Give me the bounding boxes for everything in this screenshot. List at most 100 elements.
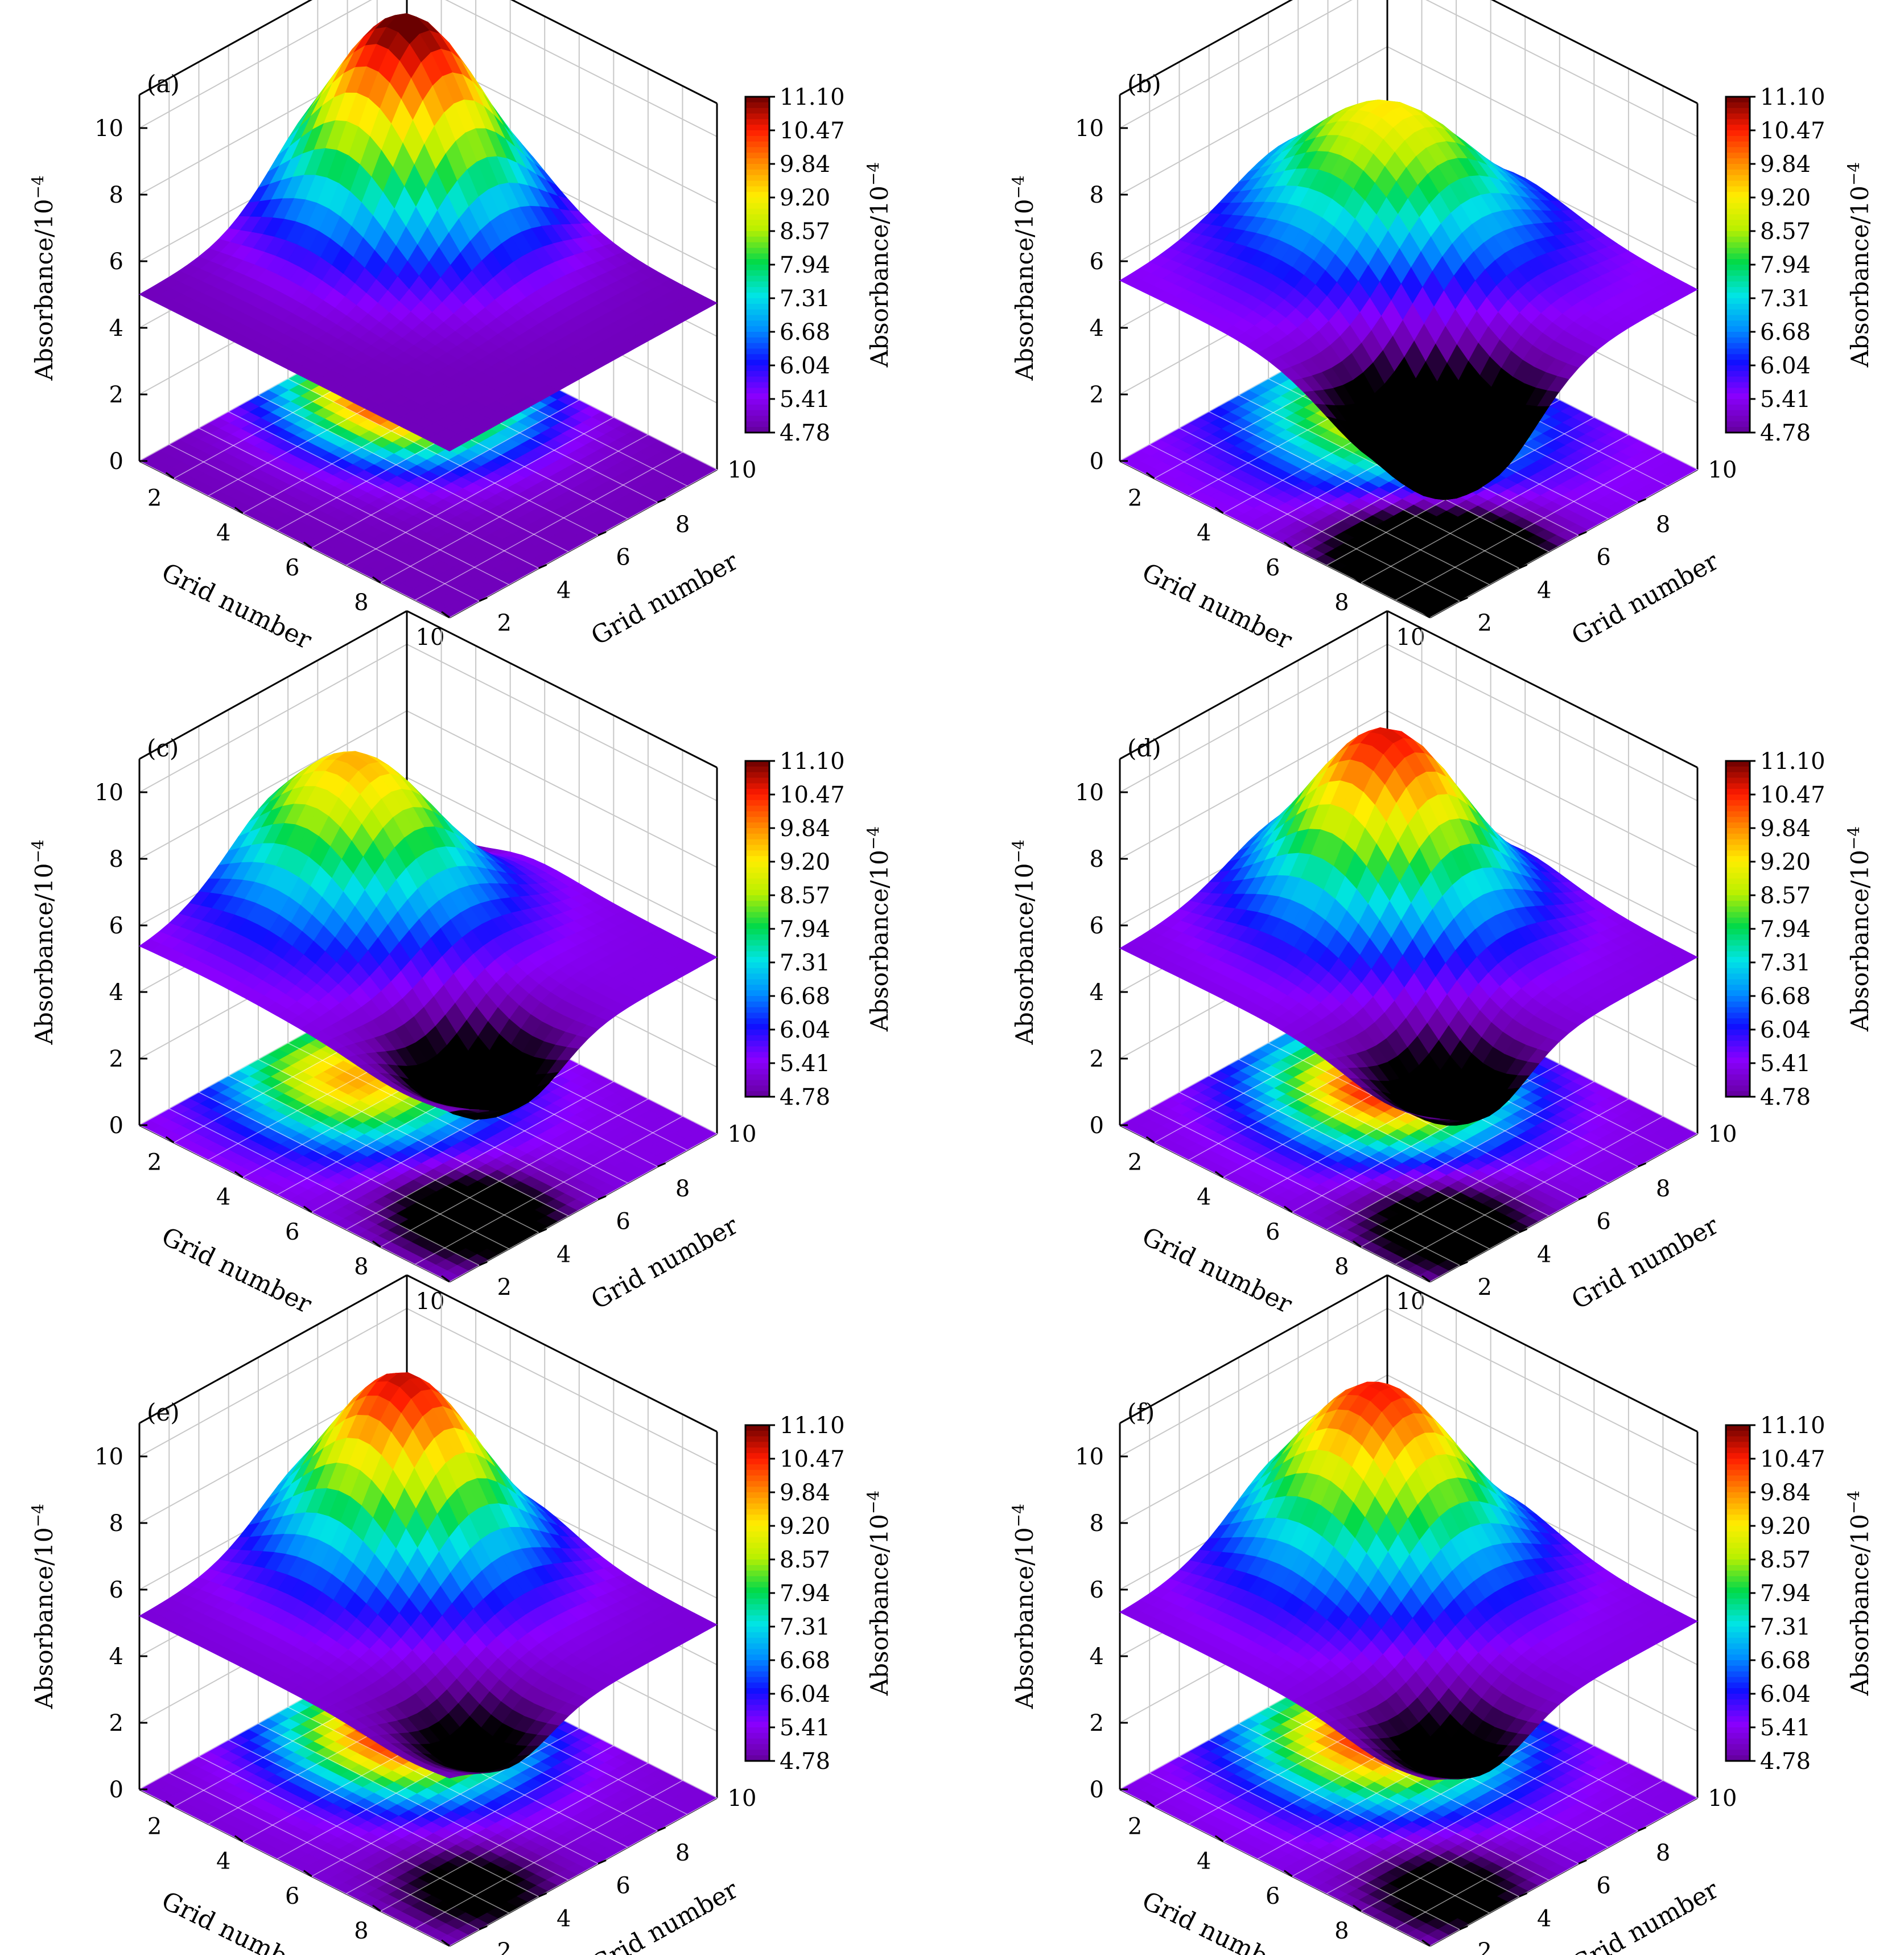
colorbar-segment xyxy=(745,365,769,372)
z-tick-label: 6 xyxy=(109,249,123,275)
colorbar-segment xyxy=(745,906,769,913)
colorbar-segment xyxy=(1726,208,1750,215)
axis-edge xyxy=(510,0,718,104)
colorbar-segment xyxy=(1726,236,1750,243)
colorbar-segment xyxy=(1726,265,1750,271)
colorbar-segment xyxy=(745,343,769,349)
colorbar-segment xyxy=(1726,242,1750,249)
z-tick-label: 8 xyxy=(109,182,123,208)
colorbar-segment xyxy=(745,1018,769,1025)
colorbar-tick-label: 5.41 xyxy=(1760,386,1811,413)
colorbar-segment xyxy=(745,833,769,840)
gridline xyxy=(139,0,372,129)
colorbar-segment xyxy=(745,298,769,304)
y-tick-label: 10 xyxy=(728,1121,757,1147)
colorbar-segment xyxy=(1726,337,1750,344)
colorbar-segment xyxy=(745,761,769,767)
z-tick-label: 0 xyxy=(1090,448,1104,475)
x-tick-label: 8 xyxy=(354,1254,368,1280)
colorbar-segment xyxy=(745,872,769,879)
colorbar-segment xyxy=(745,1030,769,1036)
colorbar-segment xyxy=(745,1024,769,1030)
colorbar-segment xyxy=(1726,371,1750,377)
colorbar-segment xyxy=(745,917,769,924)
colorbar-tick-label: 10.47 xyxy=(780,118,845,144)
colorbar: 11.1010.479.849.208.577.947.316.686.045.… xyxy=(744,748,893,1110)
z-tick-label: 10 xyxy=(1075,116,1104,142)
colorbar-segment xyxy=(745,1046,769,1053)
colorbar-segment xyxy=(745,845,769,851)
z-axis-label: Absorbance/10−4 xyxy=(1009,175,1038,381)
colorbar-label-text: Absorbance/10 xyxy=(866,186,893,368)
colorbar-segment xyxy=(745,130,769,137)
colorbar-tick-label: 6.68 xyxy=(780,319,830,345)
x-tick-label: 8 xyxy=(1334,590,1349,616)
colorbar-segment xyxy=(745,923,769,929)
colorbar-segment xyxy=(1726,231,1750,237)
colorbar-segment xyxy=(745,1085,769,1092)
colorbar-segment xyxy=(745,867,769,874)
axis-edge xyxy=(139,0,313,96)
z-axis-label-text: Absorbance/10 xyxy=(30,863,58,1045)
z-tick-label: 4 xyxy=(109,979,123,1006)
colorbar-segment xyxy=(1726,287,1750,294)
colorbar-segment xyxy=(745,270,769,277)
y-tick-label: 6 xyxy=(1596,545,1610,571)
x-tick-label: 2 xyxy=(1128,485,1142,512)
colorbar-segment xyxy=(745,766,769,773)
colorbar-segment xyxy=(1726,108,1750,114)
colorbar-segment xyxy=(745,828,769,834)
z-tick-label: 2 xyxy=(1090,382,1104,408)
y-tick-label: 6 xyxy=(616,545,630,571)
z-tick-label: 10 xyxy=(94,116,123,142)
colorbar-segment xyxy=(1726,275,1750,282)
colorbar-segment xyxy=(745,856,769,862)
colorbar-segment xyxy=(1726,253,1750,260)
colorbar-segment xyxy=(1726,97,1750,103)
colorbar-segment xyxy=(1726,320,1750,327)
colorbar-segment xyxy=(745,1063,769,1069)
x-tick-label: 2 xyxy=(147,485,162,512)
colorbar-tick-label: 7.31 xyxy=(780,286,830,312)
colorbar-segment xyxy=(745,287,769,294)
colorbar-segment xyxy=(745,169,769,176)
colorbar-segment xyxy=(1726,281,1750,288)
colorbar-segment xyxy=(745,783,769,790)
colorbar-segment xyxy=(1726,315,1750,322)
colorbar-segment xyxy=(745,985,769,991)
colorbar-tick-label: 10.47 xyxy=(780,782,845,808)
colorbar-segment xyxy=(745,817,769,824)
colorbar-tick-label: 9.84 xyxy=(780,816,830,842)
z-tick-label: 2 xyxy=(109,1046,123,1072)
z-axis-label-sup: −4 xyxy=(1009,175,1028,199)
colorbar-segment xyxy=(745,951,769,958)
x-tick-label: 4 xyxy=(216,520,230,546)
colorbar-segment xyxy=(745,1013,769,1019)
x-tick-label: 6 xyxy=(285,1219,299,1245)
z-tick-label: 2 xyxy=(109,382,123,408)
colorbar-segment xyxy=(745,293,769,299)
colorbar-segment xyxy=(745,175,769,182)
colorbar-segment xyxy=(745,900,769,907)
colorbar-tick-label: 11.10 xyxy=(1760,84,1825,110)
colorbar-segment xyxy=(745,962,769,969)
colorbar-segment xyxy=(745,957,769,963)
y-tick-label: 2 xyxy=(1477,610,1491,636)
colorbar-segment xyxy=(745,348,769,355)
colorbar-segment xyxy=(745,360,769,366)
colorbar-segment xyxy=(745,320,769,327)
colorbar-segment xyxy=(1726,135,1750,142)
colorbar-tick-label: 6.68 xyxy=(780,983,830,1010)
colorbar-tick-label: 11.10 xyxy=(780,748,845,775)
colorbar-segment xyxy=(1726,354,1750,361)
colorbar-segment xyxy=(1726,376,1750,383)
z-tick-label: 0 xyxy=(109,1113,123,1139)
colorbar-segment xyxy=(745,248,769,254)
colorbar-segment xyxy=(745,147,769,154)
colorbar-segment xyxy=(745,968,769,974)
colorbar-tick-label: 9.20 xyxy=(1760,185,1811,211)
z-tick-label: 6 xyxy=(109,913,123,939)
colorbar-segment xyxy=(1726,293,1750,299)
colorbar-segment xyxy=(1726,309,1750,316)
colorbar-segment xyxy=(745,410,769,417)
